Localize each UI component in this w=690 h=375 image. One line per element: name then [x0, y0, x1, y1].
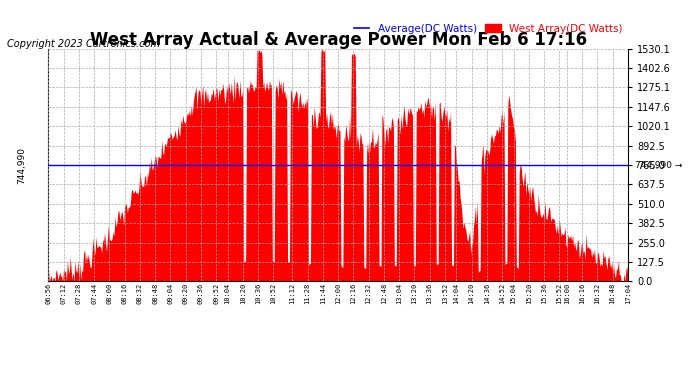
Text: 744,990: 744,990	[18, 147, 27, 183]
Legend: Average(DC Watts), West Array(DC Watts): Average(DC Watts), West Array(DC Watts)	[354, 24, 622, 34]
Text: Copyright 2023 Cartronics.com: Copyright 2023 Cartronics.com	[7, 39, 160, 50]
Text: 744,990 →: 744,990 →	[635, 160, 682, 170]
Title: West Array Actual & Average Power Mon Feb 6 17:16: West Array Actual & Average Power Mon Fe…	[90, 31, 586, 49]
